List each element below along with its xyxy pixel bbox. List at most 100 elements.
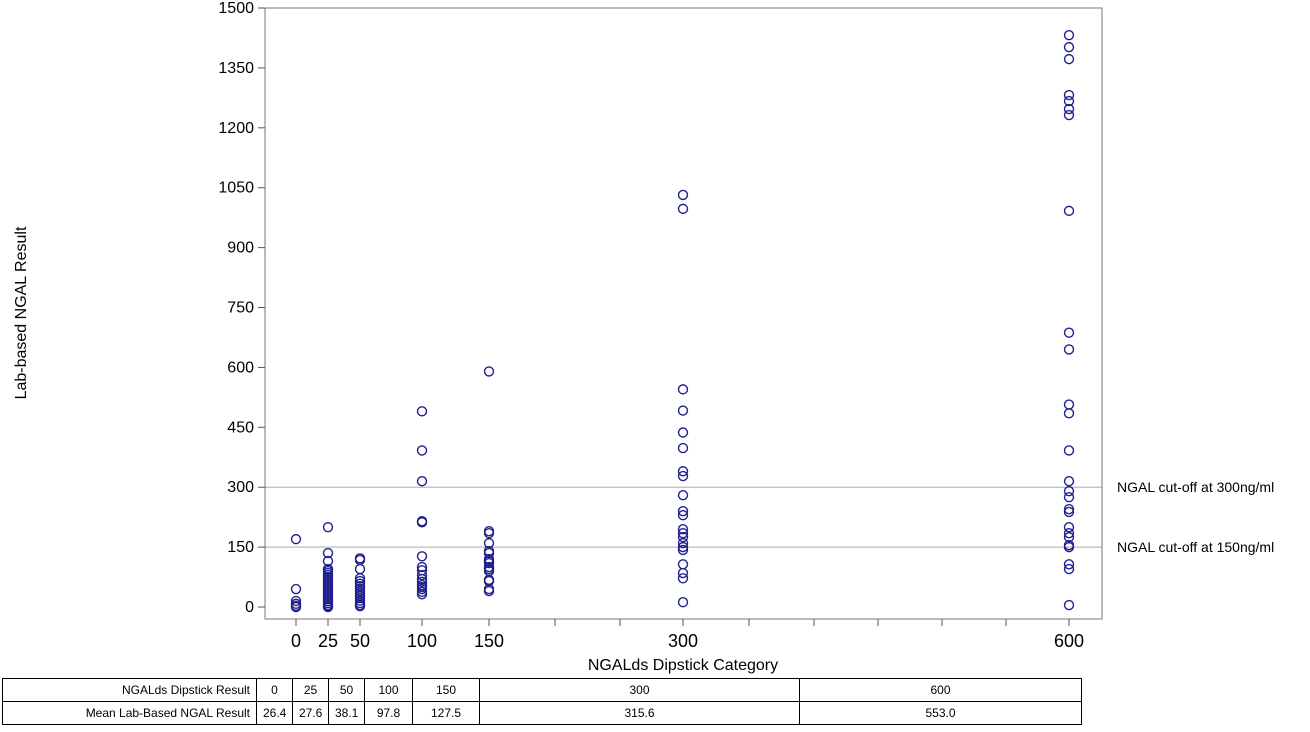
data-point <box>416 569 428 581</box>
data-point <box>677 559 689 570</box>
data-point <box>1063 503 1075 515</box>
data-point <box>290 595 302 607</box>
data-point <box>483 527 495 539</box>
data-point <box>290 601 302 613</box>
data-point <box>416 583 428 595</box>
x-axis: 0 25 50 100 150 300 600 <box>291 619 1084 651</box>
data-point <box>677 189 689 201</box>
table-cell: 315.6 <box>479 701 800 725</box>
table-cell: 300 <box>479 678 800 702</box>
table-cell: 27.6 <box>292 701 329 725</box>
data-point <box>416 576 428 588</box>
reference-line-label: NGAL cut-off at 150ng/ml <box>1117 539 1274 555</box>
table-row: Mean Lab-Based NGAL Result 26.4 27.6 38.1 97… <box>2 701 1082 725</box>
data-point <box>1063 41 1075 53</box>
table-cell: 26.4 <box>256 701 293 725</box>
data-point <box>416 589 428 600</box>
table-cell: 600 <box>799 678 1082 702</box>
data-point <box>322 547 334 559</box>
data-point <box>416 445 428 456</box>
data-point <box>483 557 495 569</box>
data-point <box>1063 506 1075 518</box>
data-point <box>677 537 689 549</box>
data-point <box>1063 563 1075 575</box>
data-point <box>1063 559 1075 570</box>
table-cell: 50 <box>328 678 365 702</box>
x-tick-label: 50 <box>350 631 370 651</box>
data-point <box>354 563 366 575</box>
data-point <box>322 521 334 533</box>
x-tick-label: 100 <box>407 631 437 651</box>
table-row-label: NGALds Dipstick Result <box>2 678 257 702</box>
data-point <box>1063 344 1075 355</box>
data-points <box>290 29 1075 613</box>
data-point <box>416 476 428 487</box>
data-point <box>677 541 689 553</box>
data-point <box>322 555 334 567</box>
data-point <box>677 567 689 579</box>
data-point <box>677 203 689 215</box>
data-point <box>677 384 689 395</box>
data-point <box>1063 521 1075 533</box>
data-point <box>322 601 334 613</box>
data-point <box>416 517 428 528</box>
y-axis-title: Lab-based NGAL Result <box>13 226 30 399</box>
data-point <box>677 427 689 438</box>
table-cell: 127.5 <box>412 701 480 725</box>
data-point <box>1063 527 1075 539</box>
data-point <box>1063 53 1075 65</box>
data-point <box>677 466 689 477</box>
data-point <box>677 531 689 543</box>
y-tick-label: 1200 <box>218 120 254 137</box>
data-point <box>1063 95 1075 107</box>
data-point <box>416 561 428 573</box>
y-tick-label: 450 <box>227 419 254 436</box>
data-point <box>677 544 689 556</box>
data-point <box>483 366 495 377</box>
y-axis: 0 150 300 450 600 750 900 1050 1200 1350 1500 <box>218 0 265 616</box>
y-tick-label: 1500 <box>218 0 254 17</box>
data-point <box>483 547 495 559</box>
data-point <box>677 523 689 535</box>
x-axis-title: NGALds Dipstick Category <box>588 657 778 674</box>
x-tick-label: 25 <box>318 631 338 651</box>
plot-frame <box>264 7 1103 620</box>
x-tick-label: 600 <box>1054 631 1084 651</box>
data-point <box>1063 541 1075 553</box>
data-point <box>1063 486 1075 497</box>
data-point <box>677 442 689 454</box>
table-row: NGALds Dipstick Result 0 25 50 100 150 300 600 <box>2 678 1082 702</box>
y-tick-label: 750 <box>227 300 254 317</box>
scatter-plot: NGAL cut-off at 300ng/ml NGAL cut-off at … <box>13 0 1274 674</box>
data-point <box>354 573 366 584</box>
table-cell: 25 <box>292 678 329 702</box>
data-point <box>1063 476 1075 487</box>
y-tick-label: 900 <box>227 240 254 257</box>
data-point <box>1063 89 1075 101</box>
y-tick-label: 0 <box>245 599 254 616</box>
data-point <box>483 575 495 587</box>
data-point <box>416 551 428 562</box>
table-cell: 0 <box>256 678 293 702</box>
data-point <box>1063 408 1075 419</box>
data-point <box>677 490 689 501</box>
x-tick-label: 150 <box>474 631 504 651</box>
data-point <box>1063 327 1075 338</box>
data-point <box>1063 445 1075 456</box>
y-tick-label: 150 <box>227 539 254 556</box>
data-point <box>1063 103 1075 115</box>
y-tick-label: 1050 <box>218 180 254 197</box>
y-tick-label: 600 <box>227 359 254 376</box>
data-point <box>677 597 689 608</box>
data-point <box>677 470 689 482</box>
data-point <box>416 573 428 585</box>
data-point <box>1063 531 1075 543</box>
data-point <box>1063 399 1075 410</box>
table-cell: 97.8 <box>364 701 413 725</box>
data-point <box>354 575 366 587</box>
reference-lines: NGAL cut-off at 300ng/ml NGAL cut-off at … <box>265 479 1274 555</box>
data-point <box>677 573 689 584</box>
table-cell: 553.0 <box>799 701 1082 725</box>
data-point <box>677 527 689 539</box>
data-point <box>416 406 428 417</box>
